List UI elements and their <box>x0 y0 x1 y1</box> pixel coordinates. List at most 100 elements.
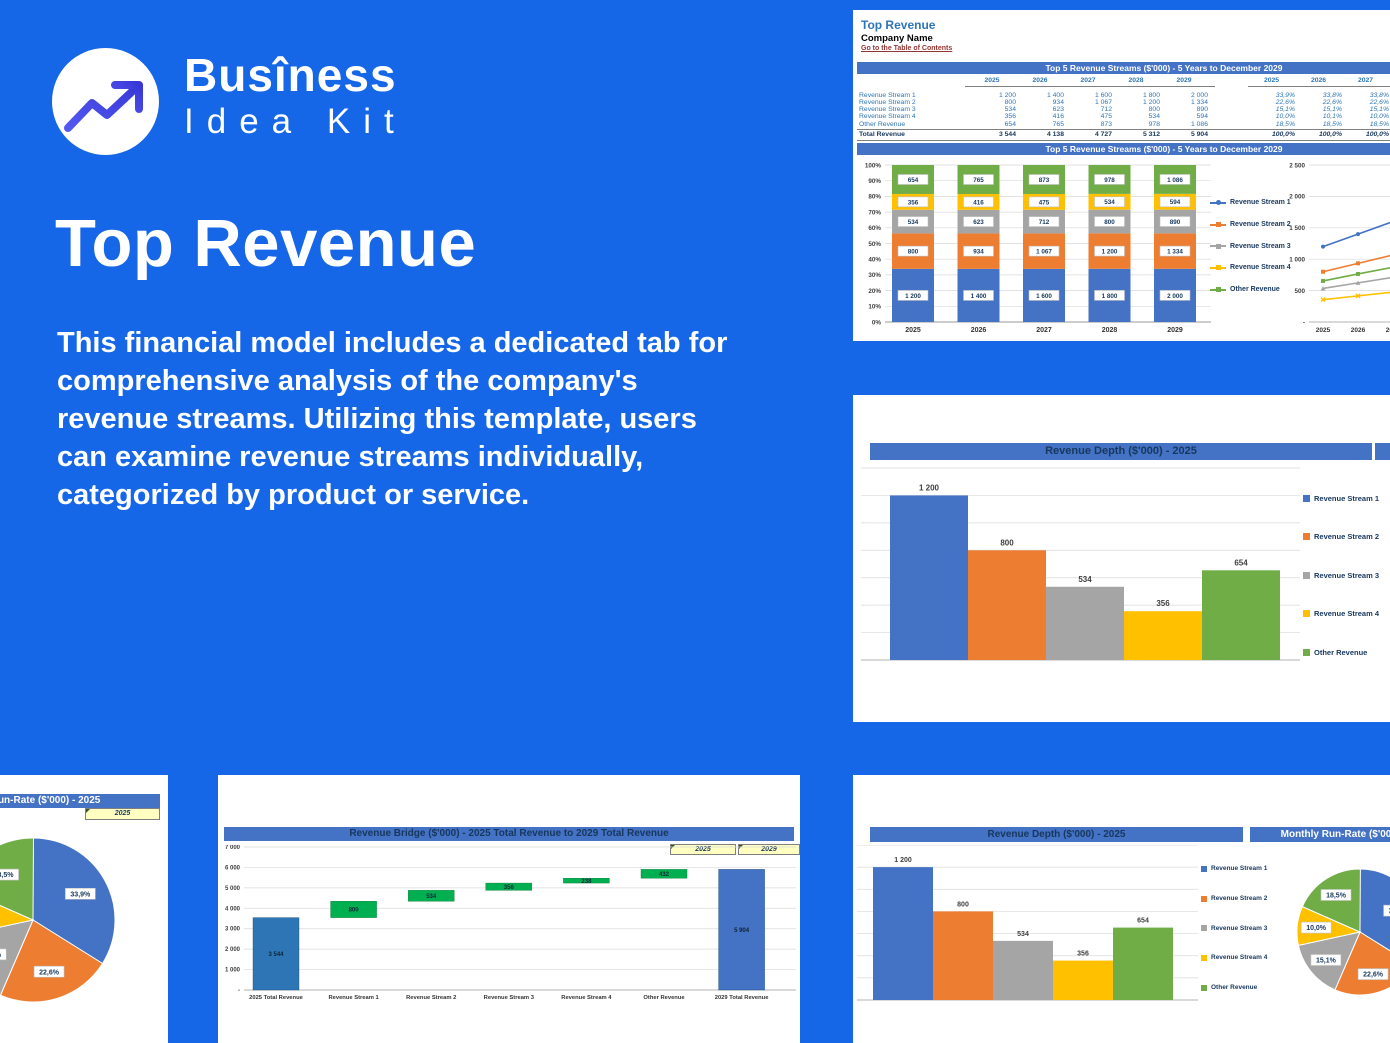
value-cell: 416 <box>1052 113 1064 121</box>
svg-text:10,0%: 10,0% <box>1306 925 1327 932</box>
legend-item: Revenue Stream 2 <box>1210 214 1291 236</box>
svg-text:800: 800 <box>1000 538 1014 547</box>
company-name: Company Name <box>861 33 933 44</box>
row-label: Revenue Stream 2 <box>859 98 916 106</box>
total-rule <box>857 129 1390 130</box>
svg-text:1 800: 1 800 <box>1102 293 1118 300</box>
legend-marker-icon <box>1210 287 1226 293</box>
toc-link[interactable]: Go to the Table of Contents <box>861 45 953 52</box>
pct-cell: 33,9% <box>1275 91 1295 99</box>
svg-text:534: 534 <box>1078 575 1092 584</box>
svg-text:890: 890 <box>1170 219 1181 226</box>
brand-logo <box>52 48 159 155</box>
svg-text:765: 765 <box>973 177 984 184</box>
total-value-cell: 3 544 <box>998 131 1016 138</box>
runrate-right-pie-chart: 33,9% 22,6% 15,1% 10,0% 18,5% <box>1296 868 1390 996</box>
legend-marker-icon <box>1303 648 1310 656</box>
value-cell: 356 <box>1004 113 1016 121</box>
svg-text:3 000: 3 000 <box>225 927 241 933</box>
page-description: This financial model includes a dedicate… <box>57 327 728 511</box>
pct-cell: 15,1% <box>1322 106 1342 114</box>
svg-text:2029: 2029 <box>1167 327 1183 334</box>
value-cell: 1 400 <box>1046 91 1064 99</box>
value-cell: 765 <box>1052 120 1064 128</box>
legend-label: Revenue Stream 2 <box>1314 532 1380 542</box>
svg-text:2026: 2026 <box>971 327 987 334</box>
value-cell: 978 <box>1148 120 1160 128</box>
legend-item: Other Revenue <box>1201 973 1267 1003</box>
value-cell: 1 067 <box>1094 98 1112 106</box>
svg-text:4 000: 4 000 <box>225 906 241 912</box>
legend-item: Revenue Stream 1 <box>1201 854 1267 884</box>
legend-item: Revenue Stream 4 <box>1201 943 1267 973</box>
svg-text:1 200: 1 200 <box>919 483 940 492</box>
svg-text:416: 416 <box>973 199 984 206</box>
svg-text:22,6%: 22,6% <box>39 969 60 976</box>
svg-text:15,1%: 15,1% <box>1316 958 1337 965</box>
svg-text:2 000: 2 000 <box>1167 293 1183 300</box>
panel-revenue-bridge: Revenue Bridge ($'000) - 2025 Total Reve… <box>218 775 800 1043</box>
svg-text:534: 534 <box>1104 199 1115 206</box>
svg-text:1 600: 1 600 <box>1036 293 1052 300</box>
bridge-waterfall-chart: - 1 000 2 000 3 000 4 000 5 000 6 000 7 000 3 54… <box>225 845 796 1001</box>
svg-text:10%: 10% <box>868 304 881 311</box>
pct-cell: 18,5% <box>1322 120 1342 128</box>
value-cell: 873 <box>1100 120 1112 128</box>
value-cell: 1 800 <box>1142 91 1160 99</box>
total-value-cell: 4 727 <box>1094 131 1112 138</box>
chart-header-bar: Top 5 Revenue Streams ($'000) - 5 Years … <box>857 143 1390 155</box>
legend-marker-icon <box>1210 222 1226 228</box>
row-label: Revenue Stream 1 <box>859 91 916 99</box>
svg-text:Revenue Stream 3: Revenue Stream 3 <box>484 995 535 1001</box>
svg-text:Other Revenue: Other Revenue <box>643 995 685 1001</box>
svg-text:356: 356 <box>1156 599 1170 608</box>
svg-text:33,9%: 33,9% <box>70 891 91 898</box>
legend-marker-icon <box>1303 494 1310 502</box>
svg-text:70%: 70% <box>868 209 881 216</box>
value-cell: 890 <box>1196 106 1208 114</box>
legend-item: Revenue Stream 3 <box>1303 556 1379 595</box>
total-label: Total Revenue <box>859 131 905 138</box>
legend-label: Revenue Stream 3 <box>1230 242 1291 250</box>
svg-text:800: 800 <box>957 901 969 908</box>
panel-depth-and-runrate: Revenue Depth ($'000) - 2025 Monthly Run… <box>853 775 1390 1043</box>
svg-text:Revenue Stream 2: Revenue Stream 2 <box>406 995 456 1001</box>
trend-arrow-icon <box>64 81 143 132</box>
svg-text:500: 500 <box>1294 288 1305 295</box>
total-pct-cell: 100,0% <box>1318 131 1342 138</box>
pct-cell: 15,1% <box>1275 106 1295 114</box>
total-pct-cell: 100,0% <box>1365 131 1389 138</box>
svg-text:6 000: 6 000 <box>225 865 241 871</box>
svg-text:873: 873 <box>1039 177 1050 184</box>
svg-text:30%: 30% <box>868 272 881 279</box>
value-cell: 475 <box>1100 113 1112 121</box>
total-rule <box>857 139 1390 141</box>
value-cell: 800 <box>1004 98 1016 106</box>
stacked-bar-chart: 0% 10% 20% 30% 40% 50% 60% 70% 80% 90% 100% 1 200 80… <box>865 162 1211 334</box>
year-selector[interactable]: 2025 <box>85 808 160 820</box>
year-header: 2027 <box>1080 77 1096 84</box>
total-pct-cell: 100,0% <box>1271 131 1295 138</box>
depth-chart-legend: Revenue Stream 1 Revenue Stream 2 Revenue … <box>1303 479 1379 672</box>
pct-cell: 22,6% <box>1275 98 1295 106</box>
stacked-chart-legend: Revenue Stream 1 Revenue Stream 2 Revenue … <box>1210 192 1291 300</box>
svg-text:654: 654 <box>908 177 919 184</box>
svg-text:80%: 80% <box>868 194 881 201</box>
value-cell: 1 200 <box>1142 98 1160 106</box>
value-cell: 534 <box>1004 106 1016 114</box>
svg-text:1 200: 1 200 <box>1102 248 1118 255</box>
header-rule <box>965 85 1215 87</box>
row-label: Revenue Stream 3 <box>859 106 916 114</box>
svg-text:623: 623 <box>973 219 984 226</box>
svg-text:654: 654 <box>1137 918 1149 925</box>
legend-label: Revenue Stream 3 <box>1211 924 1268 932</box>
svg-text:475: 475 <box>1039 199 1050 206</box>
depth-bar-chart: 1 200 800 534 356 654 <box>861 467 1300 661</box>
svg-text:534: 534 <box>426 894 437 900</box>
svg-text:978: 978 <box>1104 177 1115 184</box>
svg-text:1 086: 1 086 <box>1167 177 1183 184</box>
brand-wordmark: Busîness Idea Kit <box>184 52 407 139</box>
pct-cell: 15,1% <box>1369 106 1389 114</box>
svg-text:356: 356 <box>504 885 515 891</box>
legend-item: Revenue Stream 2 <box>1201 884 1267 914</box>
